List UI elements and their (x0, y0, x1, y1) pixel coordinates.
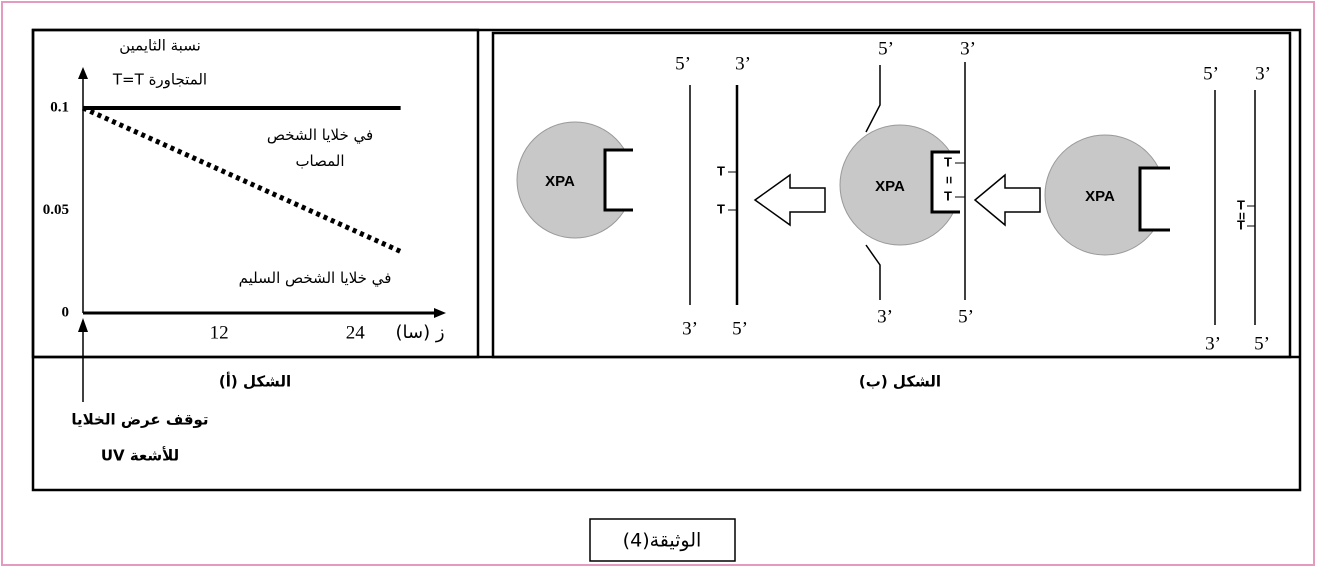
document-label: الوثيقة(4) (623, 530, 702, 552)
y-axis-label: نسبة الثايمين (119, 37, 201, 55)
x-tick-label: 12 (210, 322, 229, 343)
annotation-arrow-head (78, 318, 88, 332)
x-axis-arrow (434, 308, 446, 318)
strand-end: 5’ (1254, 333, 1270, 354)
base: T (717, 201, 725, 216)
series-label-box: في خلايا الشخص السليم (238, 269, 392, 287)
notch (605, 150, 640, 210)
strand-end: 5’ (732, 318, 748, 339)
x-axis-label: ز (سا) (395, 322, 444, 343)
series-label-box: في خلايا الشخص المصاب (266, 126, 374, 170)
strand-end: 3’ (1255, 63, 1271, 84)
dimer-bond: = (942, 176, 957, 184)
outer-frame (31, 28, 1302, 492)
dimer-bond: = (1235, 212, 1250, 220)
stage: XPA 5’ 3’ 3’ 5’ T T (516, 53, 751, 339)
figure-a-frame (31, 28, 480, 359)
enzyme-label: XPA (545, 173, 575, 190)
stage: XPA 5’ 3’ 3’ 5’ T = T (839, 38, 976, 327)
strand-end: 3’ (1205, 333, 1221, 354)
stage: XPA 5’ 3’ 3’ 5’ T = T (1044, 63, 1271, 354)
y-tick-label: 0.1 (50, 99, 69, 115)
y-axis-label: المتجاورة T=T (112, 71, 207, 89)
y-axis-arrow (78, 67, 88, 79)
figure-b-caption: الشكل (ب) (859, 373, 941, 391)
strand-end: 5’ (675, 53, 691, 74)
document-label-box (589, 518, 736, 562)
notch-edge (603, 148, 633, 212)
y-tick-label: 0.05 (43, 202, 69, 218)
notch-edge (1138, 166, 1170, 232)
figure-a-caption: الشكل (أ) (219, 372, 291, 391)
annotation: توقف عرض الخلايا (71, 411, 208, 429)
series-line (81, 105, 402, 254)
strand-end: 3’ (960, 38, 976, 59)
notch (1140, 168, 1175, 230)
step-arrow (973, 173, 1041, 227)
series-label: في خلايا الشخص السليم (238, 269, 392, 287)
step-arrow (753, 173, 826, 227)
strand (865, 65, 881, 300)
notch (932, 152, 966, 212)
series-label: في خلايا الشخص المصاب (266, 126, 374, 170)
strand-end: 3’ (877, 306, 893, 327)
strand-end: 3’ (735, 53, 751, 74)
x-tick-label: 24 (346, 322, 366, 343)
base: T (1237, 197, 1245, 212)
y-tick-label: 0 (62, 304, 70, 320)
base: T (1237, 217, 1245, 232)
enzyme-label: XPA (875, 178, 905, 195)
base: T (717, 163, 725, 178)
notch-edge (930, 150, 960, 214)
strand-end: 5’ (958, 306, 974, 327)
base: T (944, 188, 952, 203)
strand-end: 5’ (1203, 63, 1219, 84)
strand-end: 3’ (682, 318, 698, 339)
enzyme-label: XPA (1085, 188, 1115, 205)
base: T (944, 154, 952, 169)
annotation: للأشعة UV (101, 447, 179, 465)
strand-end: 5’ (878, 38, 894, 59)
